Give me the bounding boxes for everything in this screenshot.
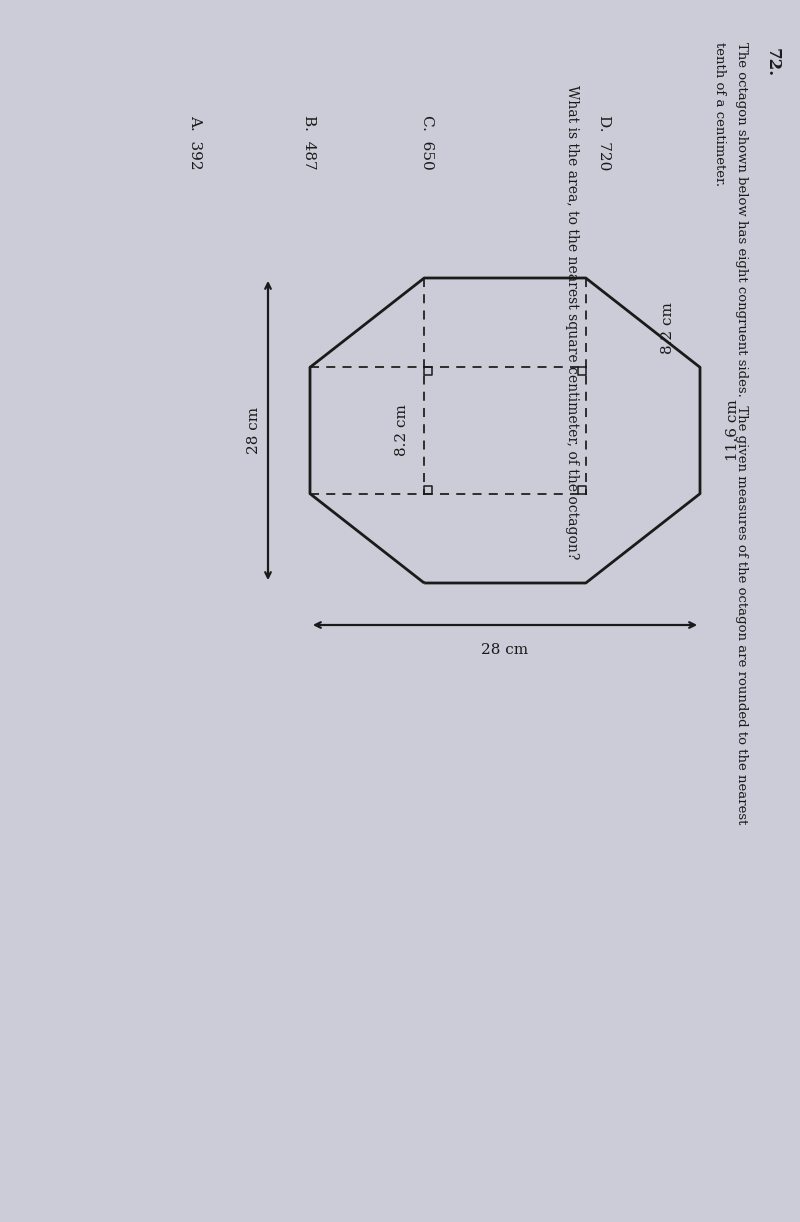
Text: C.  650: C. 650 (420, 115, 434, 170)
Text: A.  392: A. 392 (188, 115, 202, 170)
Text: 28 cm: 28 cm (247, 407, 261, 455)
Text: 28 cm: 28 cm (482, 643, 529, 657)
Text: 11.6 cm: 11.6 cm (726, 400, 740, 462)
Text: tenth of a centimeter.: tenth of a centimeter. (713, 42, 726, 186)
Text: D.  720: D. 720 (597, 115, 611, 170)
Text: The octagon shown below has eight congruent sides.  The given measures of the oc: The octagon shown below has eight congru… (735, 42, 748, 825)
Text: 8.2 cm: 8.2 cm (395, 404, 410, 457)
Text: B.  487: B. 487 (302, 115, 316, 170)
Text: 72.: 72. (764, 48, 781, 77)
Text: What is the area, to the nearest square centimeter, of the octagon?: What is the area, to the nearest square … (565, 86, 579, 560)
Text: 8.2 cm: 8.2 cm (661, 302, 675, 353)
